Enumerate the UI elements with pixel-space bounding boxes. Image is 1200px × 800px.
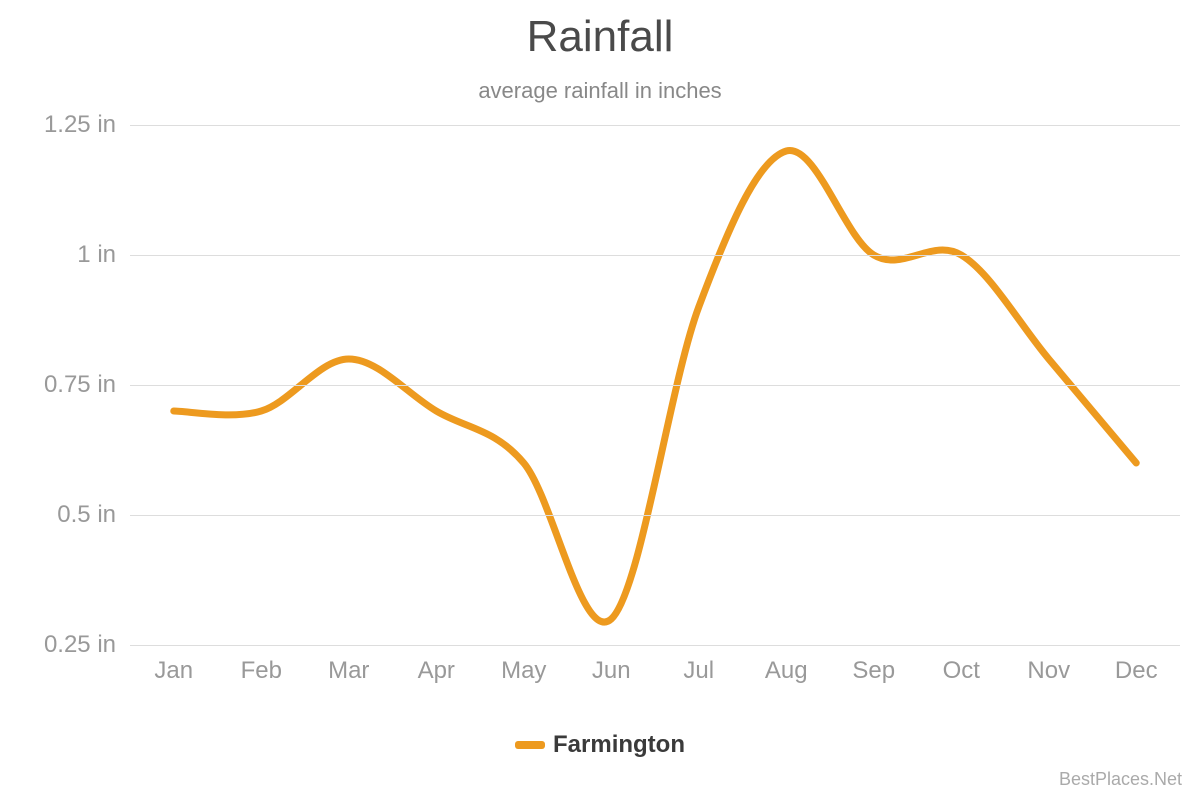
- watermark: BestPlaces.Net: [1059, 769, 1182, 790]
- legend-swatch: [515, 741, 545, 749]
- x-axis-label: Oct: [943, 657, 980, 685]
- gridline: [130, 385, 1180, 386]
- gridline: [130, 515, 1180, 516]
- y-axis-label: 0.25 in: [44, 631, 116, 659]
- chart-subtitle: average rainfall in inches: [0, 78, 1200, 104]
- chart-title: Rainfall: [0, 12, 1200, 62]
- x-axis-label: Sep: [852, 657, 895, 685]
- x-axis-label: Apr: [418, 657, 455, 685]
- legend-label: Farmington: [553, 731, 685, 759]
- y-axis-label: 0.75 in: [44, 371, 116, 399]
- x-axis-label: Aug: [765, 657, 808, 685]
- x-axis-label: Jul: [683, 657, 714, 685]
- series-line: [174, 150, 1137, 622]
- x-axis-label: May: [501, 657, 546, 685]
- x-axis-label: Nov: [1027, 657, 1070, 685]
- x-axis-label: Mar: [328, 657, 369, 685]
- rainfall-chart: Rainfall average rainfall in inches 0.25…: [0, 0, 1200, 800]
- gridline: [130, 645, 1180, 646]
- legend: Farmington: [0, 730, 1200, 759]
- x-axis-label: Feb: [241, 657, 282, 685]
- x-axis-label: Dec: [1115, 657, 1158, 685]
- x-axis-label: Jan: [154, 657, 193, 685]
- y-axis-label: 0.5 in: [57, 501, 116, 529]
- plot-area: 0.25 in0.5 in0.75 in1 in1.25 inJanFebMar…: [130, 125, 1180, 645]
- y-axis-label: 1.25 in: [44, 111, 116, 139]
- gridline: [130, 255, 1180, 256]
- y-axis-label: 1 in: [77, 241, 116, 269]
- gridline: [130, 125, 1180, 126]
- x-axis-label: Jun: [592, 657, 631, 685]
